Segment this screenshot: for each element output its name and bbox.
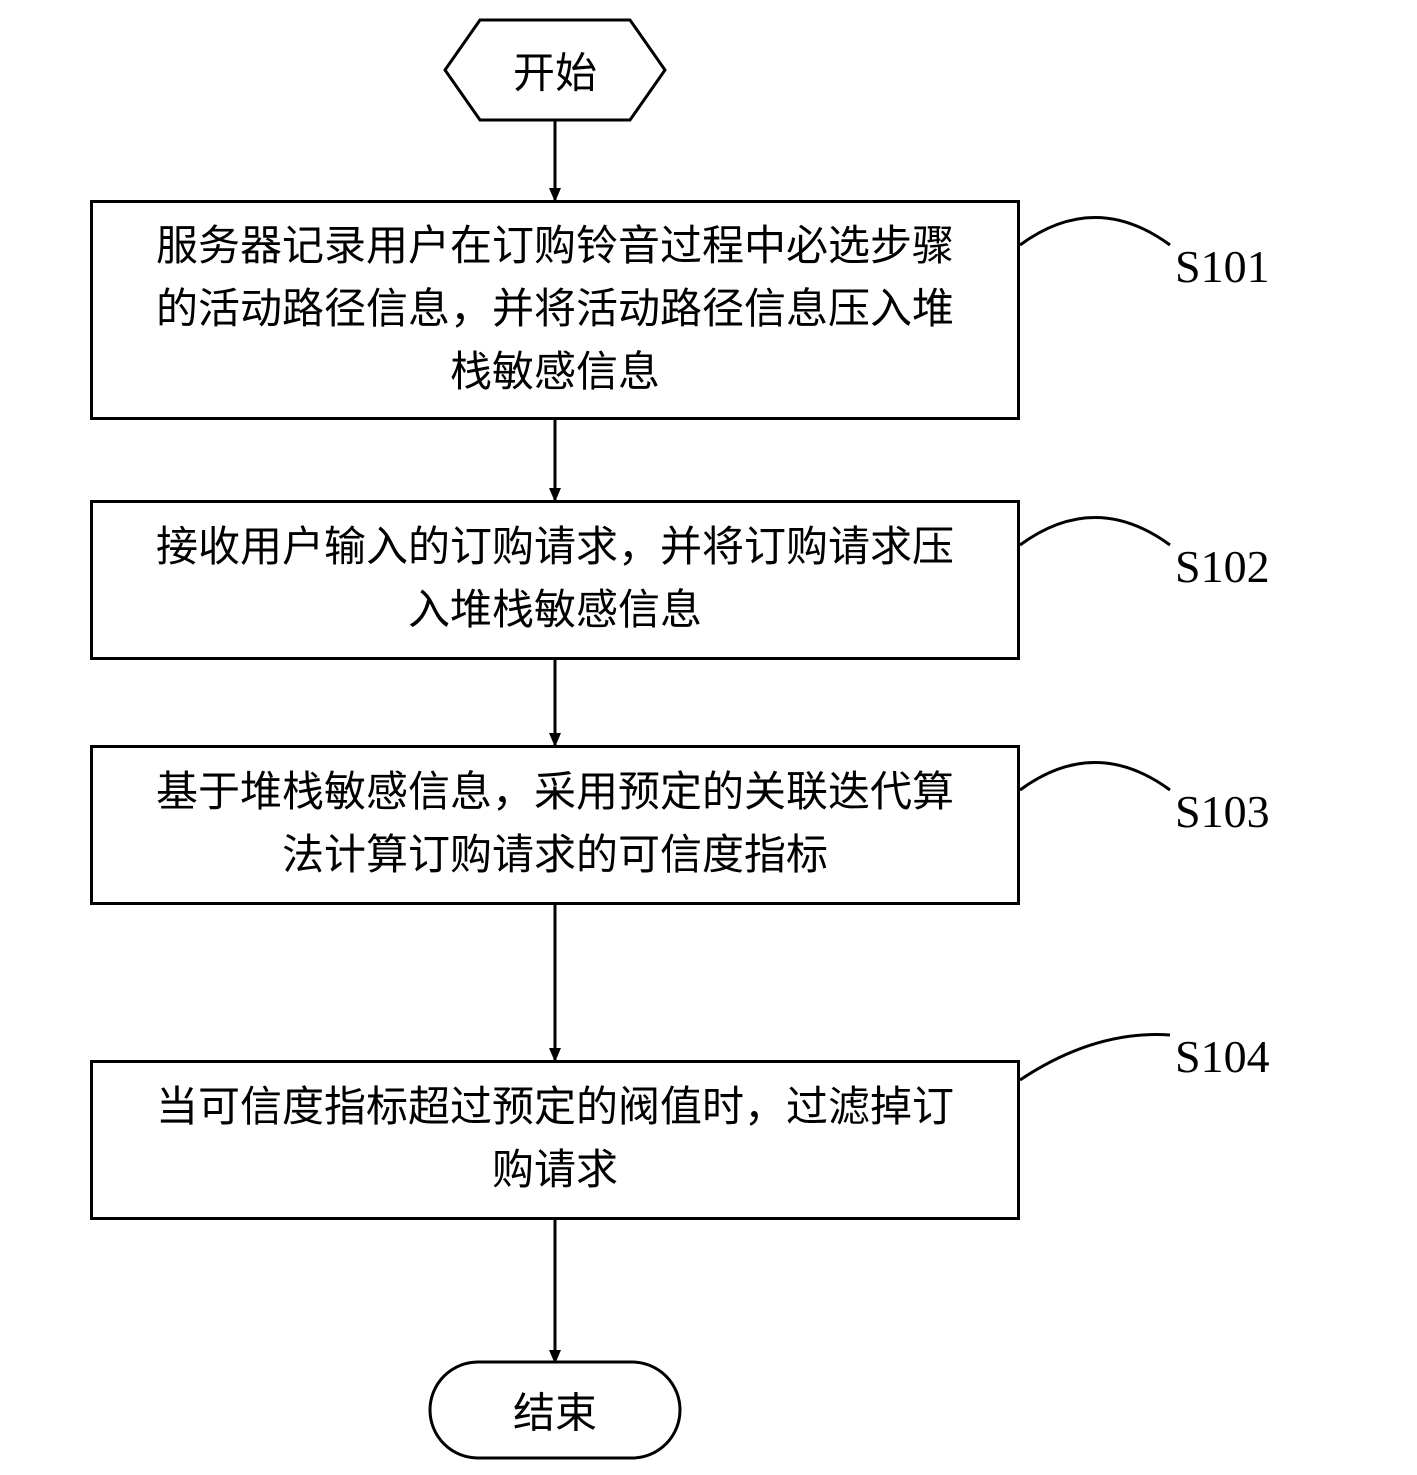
end-text: 结束 bbox=[513, 1392, 597, 1438]
step-text: 接收用户输入的订购请求，并将订购请求压 入堆栈敏感信息 bbox=[156, 517, 954, 643]
step-text: 基于堆栈敏感信息，采用预定的关联迭代算 法计算订购请求的可信度指标 bbox=[156, 762, 954, 888]
step-box-s104: 当可信度指标超过预定的阀值时，过滤掉订 购请求 bbox=[90, 1060, 1020, 1220]
step-label-s101: S101 bbox=[1175, 240, 1270, 293]
step-label-s104: S104 bbox=[1175, 1030, 1270, 1083]
step-box-s103: 基于堆栈敏感信息，采用预定的关联迭代算 法计算订购请求的可信度指标 bbox=[90, 745, 1020, 905]
step-label-s102: S102 bbox=[1175, 540, 1270, 593]
start-text: 开始 bbox=[513, 52, 597, 98]
step-box-s101: 服务器记录用户在订购铃音过程中必选步骤 的活动路径信息，并将活动路径信息压入堆 … bbox=[90, 200, 1020, 420]
flowchart-canvas: 开始 结束 服务器记录用户在订购铃音过程中必选步骤 的活动路径信息，并将活动路径… bbox=[0, 0, 1417, 1475]
end-terminal-label: 结束 bbox=[513, 1380, 597, 1441]
step-label-s103: S103 bbox=[1175, 785, 1270, 838]
start-terminal-label: 开始 bbox=[513, 40, 597, 101]
step-text: 服务器记录用户在订购铃音过程中必选步骤 的活动路径信息，并将活动路径信息压入堆 … bbox=[156, 216, 954, 405]
step-text: 当可信度指标超过预定的阀值时，过滤掉订 购请求 bbox=[156, 1077, 954, 1203]
step-box-s102: 接收用户输入的订购请求，并将订购请求压 入堆栈敏感信息 bbox=[90, 500, 1020, 660]
